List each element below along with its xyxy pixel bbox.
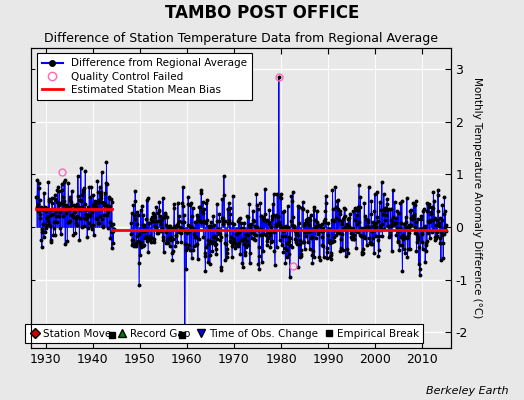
Text: Berkeley Earth: Berkeley Earth [426,386,508,396]
Y-axis label: Monthly Temperature Anomaly Difference (°C): Monthly Temperature Anomaly Difference (… [472,77,482,319]
Text: TAMBO POST OFFICE: TAMBO POST OFFICE [165,4,359,22]
Legend: Station Move, Record Gap, Time of Obs. Change, Empirical Break: Station Move, Record Gap, Time of Obs. C… [25,324,423,343]
Title: Difference of Station Temperature Data from Regional Average: Difference of Station Temperature Data f… [44,32,438,46]
